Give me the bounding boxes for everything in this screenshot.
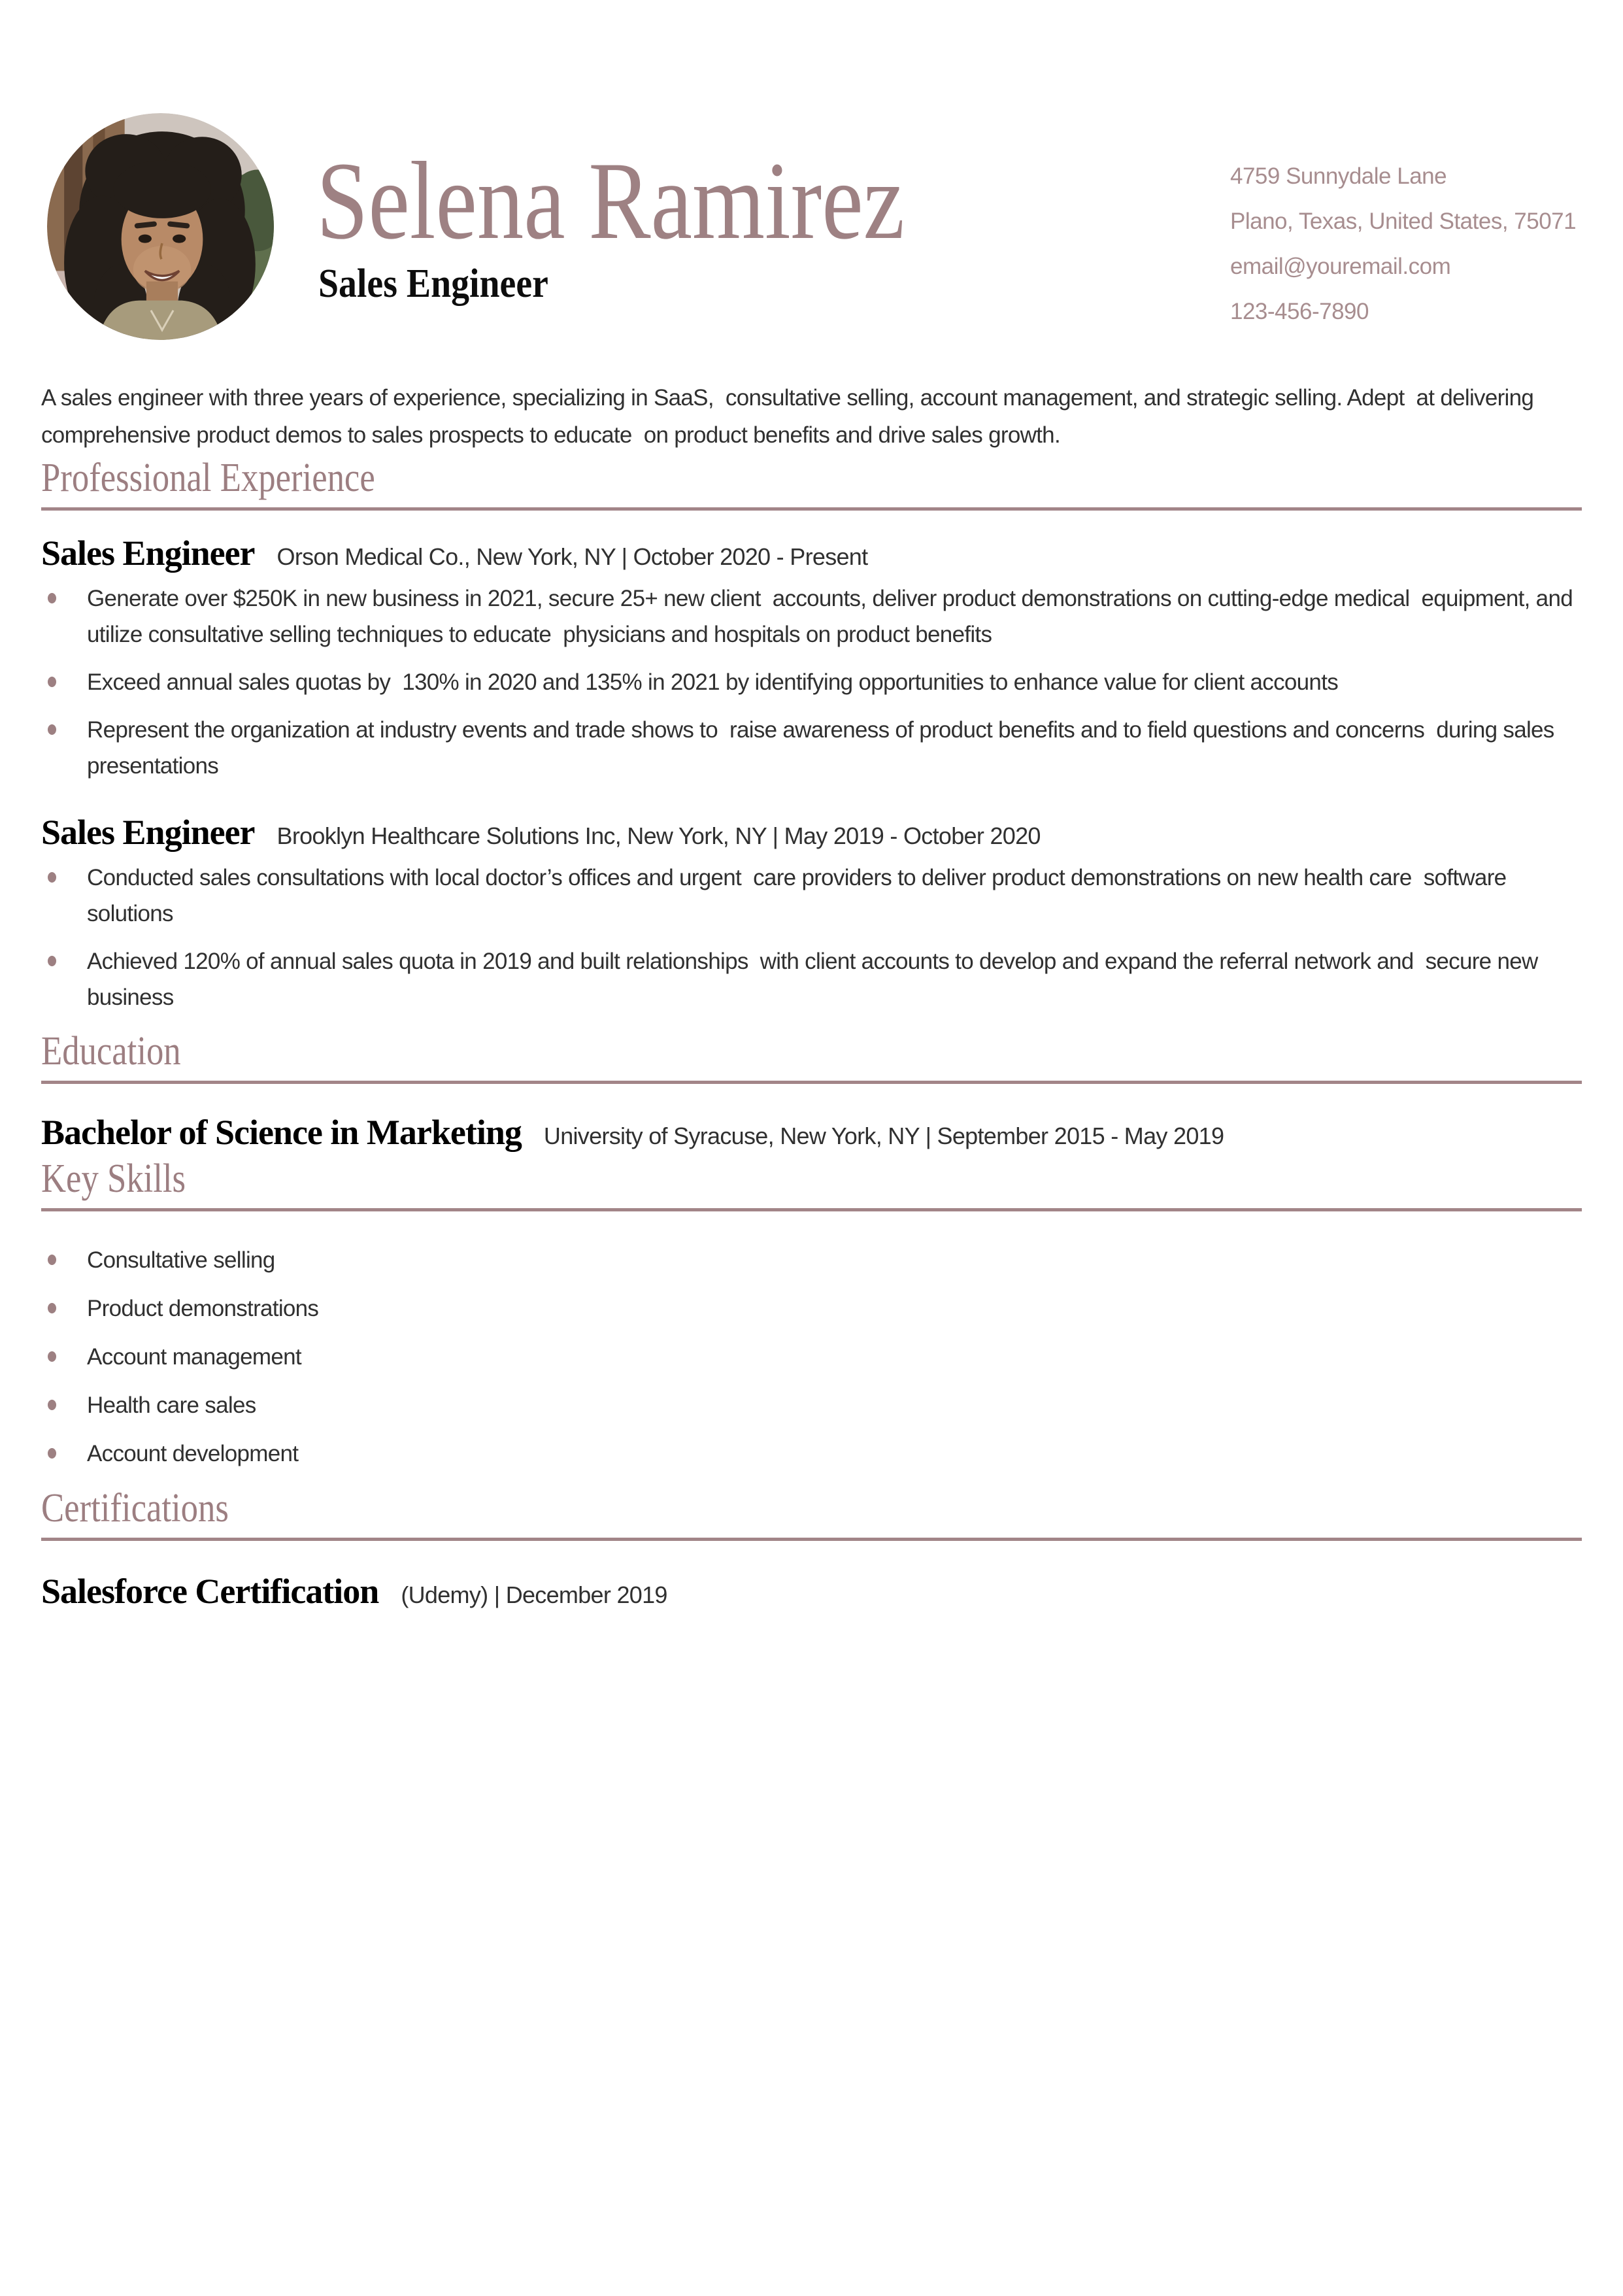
candidate-job-title: Sales Engineer xyxy=(318,263,574,304)
job-bullet-list: Generate over $250K in new business in 2… xyxy=(41,581,1582,784)
profile-photo-illustration xyxy=(47,113,274,340)
contact-info: 4759 Sunnydale Lane Plano, Texas, United… xyxy=(1230,154,1577,334)
certification-item: Salesforce Certification (Udemy) | Decem… xyxy=(41,1570,1582,1613)
experience-heading-text: Professional Experience xyxy=(41,456,375,500)
education-item: Bachelor of Science in Marketing Univers… xyxy=(41,1111,1582,1155)
certification-meta: (Udemy) | December 2019 xyxy=(401,1581,667,1608)
experience-heading: Professional Experience xyxy=(41,454,1582,511)
candidate-name-text: Selena Ramirez xyxy=(316,139,905,262)
key-skills-heading-text: Key Skills xyxy=(41,1156,186,1201)
skill-item: Consultative selling xyxy=(41,1242,1582,1278)
section-education: Education Bachelor of Science in Marketi… xyxy=(41,1027,1582,1155)
education-heading: Education xyxy=(41,1027,1582,1084)
section-certifications: Certifications Salesforce Certification … xyxy=(41,1484,1582,1613)
degree-title: Bachelor of Science in Marketing xyxy=(41,1113,522,1152)
degree-meta: University of Syracuse, New York, NY | S… xyxy=(543,1123,1224,1149)
section-experience: Professional Experience Sales Engineer O… xyxy=(41,454,1582,1015)
certifications-heading-text: Certifications xyxy=(41,1486,229,1530)
skill-item: Account management xyxy=(41,1339,1582,1375)
job-meta: Orson Medical Co., New York, NY | Octobe… xyxy=(276,543,869,570)
candidate-job-title-text: Sales Engineer xyxy=(318,262,548,306)
contact-address-line1: 4759 Sunnydale Lane xyxy=(1230,163,1447,189)
contact-phone: 123-456-7890 xyxy=(1230,299,1369,324)
candidate-name: Selena Ramirez xyxy=(316,145,1016,256)
job-header: Sales Engineer Brooklyn Healthcare Solut… xyxy=(41,811,1582,854)
resume-body: A sales engineer with three years of exp… xyxy=(41,379,1582,1613)
profile-photo xyxy=(47,113,274,340)
job-bullet: Represent the organization at industry e… xyxy=(41,712,1582,784)
job-header: Sales Engineer Orson Medical Co., New Yo… xyxy=(41,532,1582,575)
job-bullet-list: Conducted sales consultations with local… xyxy=(41,860,1582,1015)
contact-address-line2: Plano, Texas, United States, 75071 xyxy=(1230,209,1577,234)
resume-header: Selena Ramirez Sales Engineer 4759 Sunny… xyxy=(0,0,1623,340)
certifications-heading: Certifications xyxy=(41,1484,1582,1541)
job-bullet: Generate over $250K in new business in 2… xyxy=(41,581,1582,652)
skill-item: Product demonstrations xyxy=(41,1291,1582,1326)
job-title: Sales Engineer xyxy=(41,813,256,852)
job-bullet: Conducted sales consultations with local… xyxy=(41,860,1582,932)
job-title: Sales Engineer xyxy=(41,533,256,573)
job-meta: Brooklyn Healthcare Solutions Inc, New Y… xyxy=(276,822,1041,849)
skill-item: Account development xyxy=(41,1436,1582,1472)
section-key-skills: Key Skills Consultative selling Product … xyxy=(41,1155,1582,1472)
job-bullet: Achieved 120% of annual sales quota in 2… xyxy=(41,943,1582,1015)
certification-title: Salesforce Certification xyxy=(41,1572,379,1611)
summary-paragraph: A sales engineer with three years of exp… xyxy=(41,385,1540,448)
job-bullet: Exceed annual sales quotas by 130% in 20… xyxy=(41,664,1582,700)
skill-item: Health care sales xyxy=(41,1387,1582,1423)
key-skills-heading: Key Skills xyxy=(41,1155,1582,1211)
education-heading-text: Education xyxy=(41,1029,181,1073)
contact-email: email@youremail.com xyxy=(1230,254,1451,279)
skills-list: Consultative selling Product demonstrati… xyxy=(41,1242,1582,1472)
